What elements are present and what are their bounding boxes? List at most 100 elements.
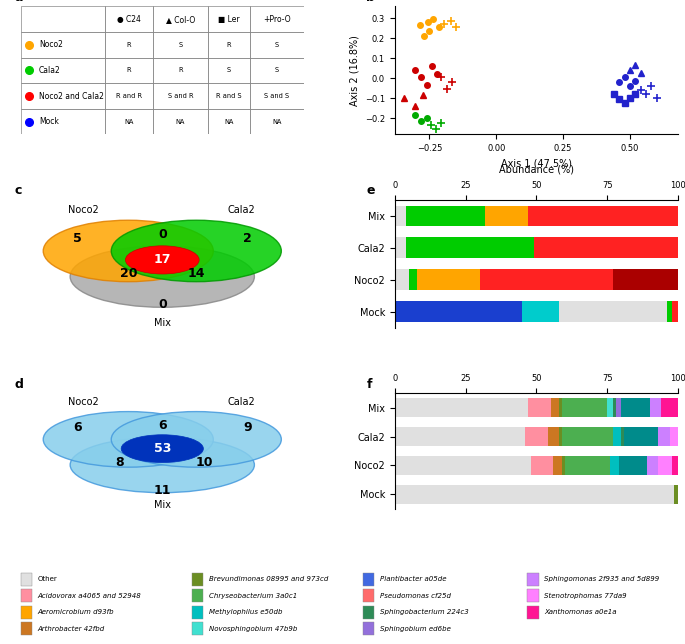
Bar bbox=[647, 456, 658, 475]
Bar bbox=[208, 58, 250, 83]
Text: Cala2: Cala2 bbox=[228, 397, 256, 407]
Bar bbox=[624, 427, 658, 446]
Text: 8: 8 bbox=[116, 456, 124, 469]
Text: NA: NA bbox=[175, 118, 185, 125]
Text: Arthrobacter 42fbd: Arthrobacter 42fbd bbox=[38, 626, 105, 632]
Bar bbox=[619, 456, 647, 475]
Text: 6: 6 bbox=[158, 419, 166, 432]
Bar bbox=[553, 456, 562, 475]
Bar bbox=[610, 456, 619, 475]
Text: S: S bbox=[275, 68, 279, 73]
Bar bbox=[362, 573, 374, 585]
Bar bbox=[406, 238, 414, 258]
Text: Acidovorax a4065 and 52948: Acidovorax a4065 and 52948 bbox=[38, 592, 141, 599]
Bar bbox=[250, 83, 304, 109]
Bar bbox=[621, 427, 624, 446]
Bar bbox=[522, 301, 559, 322]
Bar bbox=[21, 32, 105, 58]
Bar bbox=[564, 456, 610, 475]
Bar bbox=[562, 456, 564, 475]
Bar bbox=[21, 606, 32, 618]
Bar bbox=[650, 398, 661, 417]
Bar bbox=[670, 427, 678, 446]
Text: NA: NA bbox=[125, 118, 134, 125]
Text: Noco2 and Cala2: Noco2 and Cala2 bbox=[39, 91, 104, 100]
Bar bbox=[395, 269, 409, 290]
Bar bbox=[192, 573, 203, 585]
Title: Abundance (%): Abundance (%) bbox=[499, 165, 574, 175]
Text: S: S bbox=[178, 42, 182, 48]
Bar bbox=[673, 301, 678, 322]
Bar bbox=[21, 573, 32, 585]
Ellipse shape bbox=[70, 246, 254, 307]
Bar bbox=[153, 32, 208, 58]
Text: ● C24: ● C24 bbox=[117, 15, 141, 24]
Bar bbox=[250, 32, 304, 58]
Ellipse shape bbox=[121, 435, 203, 462]
Bar bbox=[105, 83, 153, 109]
Bar bbox=[153, 58, 208, 83]
Bar bbox=[559, 301, 667, 322]
Text: Mix: Mix bbox=[153, 317, 171, 328]
Bar bbox=[192, 622, 203, 635]
Text: R and S: R and S bbox=[216, 93, 241, 99]
Text: R: R bbox=[226, 42, 231, 48]
Bar bbox=[551, 398, 559, 417]
Ellipse shape bbox=[111, 220, 282, 281]
Text: Pseudomonas cf25d: Pseudomonas cf25d bbox=[379, 592, 451, 599]
Text: S: S bbox=[275, 42, 279, 48]
Text: S and S: S and S bbox=[264, 93, 290, 99]
Text: 9: 9 bbox=[243, 421, 251, 434]
Text: Other: Other bbox=[38, 576, 58, 582]
Bar bbox=[21, 58, 105, 83]
Text: 20: 20 bbox=[119, 267, 137, 281]
Text: a: a bbox=[15, 0, 23, 4]
Bar bbox=[395, 301, 522, 322]
Bar bbox=[153, 83, 208, 109]
Bar bbox=[208, 6, 250, 32]
Text: Aeromicrobium d93fb: Aeromicrobium d93fb bbox=[38, 609, 114, 615]
Bar bbox=[406, 205, 414, 226]
Bar bbox=[414, 238, 534, 258]
Bar bbox=[608, 398, 613, 417]
Text: ▲ Col-O: ▲ Col-O bbox=[166, 15, 195, 24]
Text: Mix: Mix bbox=[153, 500, 171, 511]
Bar bbox=[192, 606, 203, 618]
Bar bbox=[395, 485, 674, 504]
Bar bbox=[417, 269, 479, 290]
Bar bbox=[395, 205, 406, 226]
Bar bbox=[153, 6, 208, 32]
Bar bbox=[21, 109, 105, 135]
X-axis label: Axis 1 (47.5%): Axis 1 (47.5%) bbox=[501, 158, 572, 169]
Text: Sphingobium ed6be: Sphingobium ed6be bbox=[379, 626, 451, 632]
Bar bbox=[527, 589, 538, 602]
Bar bbox=[362, 606, 374, 618]
Text: Sphingomonas 2f935 and 5d899: Sphingomonas 2f935 and 5d899 bbox=[544, 576, 659, 582]
Text: Noco2: Noco2 bbox=[68, 397, 98, 407]
Bar bbox=[105, 58, 153, 83]
Text: 6: 6 bbox=[73, 421, 82, 434]
Text: 5: 5 bbox=[73, 232, 82, 245]
Bar bbox=[192, 589, 203, 602]
Bar bbox=[409, 269, 417, 290]
Bar bbox=[105, 32, 153, 58]
Bar bbox=[531, 456, 553, 475]
Bar bbox=[528, 398, 551, 417]
Bar bbox=[208, 109, 250, 135]
Bar bbox=[486, 205, 528, 226]
Bar bbox=[562, 427, 613, 446]
Bar bbox=[534, 238, 678, 258]
Text: R: R bbox=[127, 68, 132, 73]
Bar bbox=[105, 6, 153, 32]
Text: 0: 0 bbox=[158, 228, 166, 241]
Bar bbox=[528, 205, 678, 226]
Bar bbox=[208, 32, 250, 58]
Text: Sphingobacterium 224c3: Sphingobacterium 224c3 bbox=[379, 609, 469, 615]
Bar bbox=[21, 622, 32, 635]
Bar bbox=[21, 6, 105, 32]
Bar bbox=[479, 269, 613, 290]
Text: Cala2: Cala2 bbox=[39, 66, 61, 75]
Bar bbox=[105, 109, 153, 135]
Bar bbox=[613, 269, 678, 290]
Ellipse shape bbox=[43, 220, 213, 281]
